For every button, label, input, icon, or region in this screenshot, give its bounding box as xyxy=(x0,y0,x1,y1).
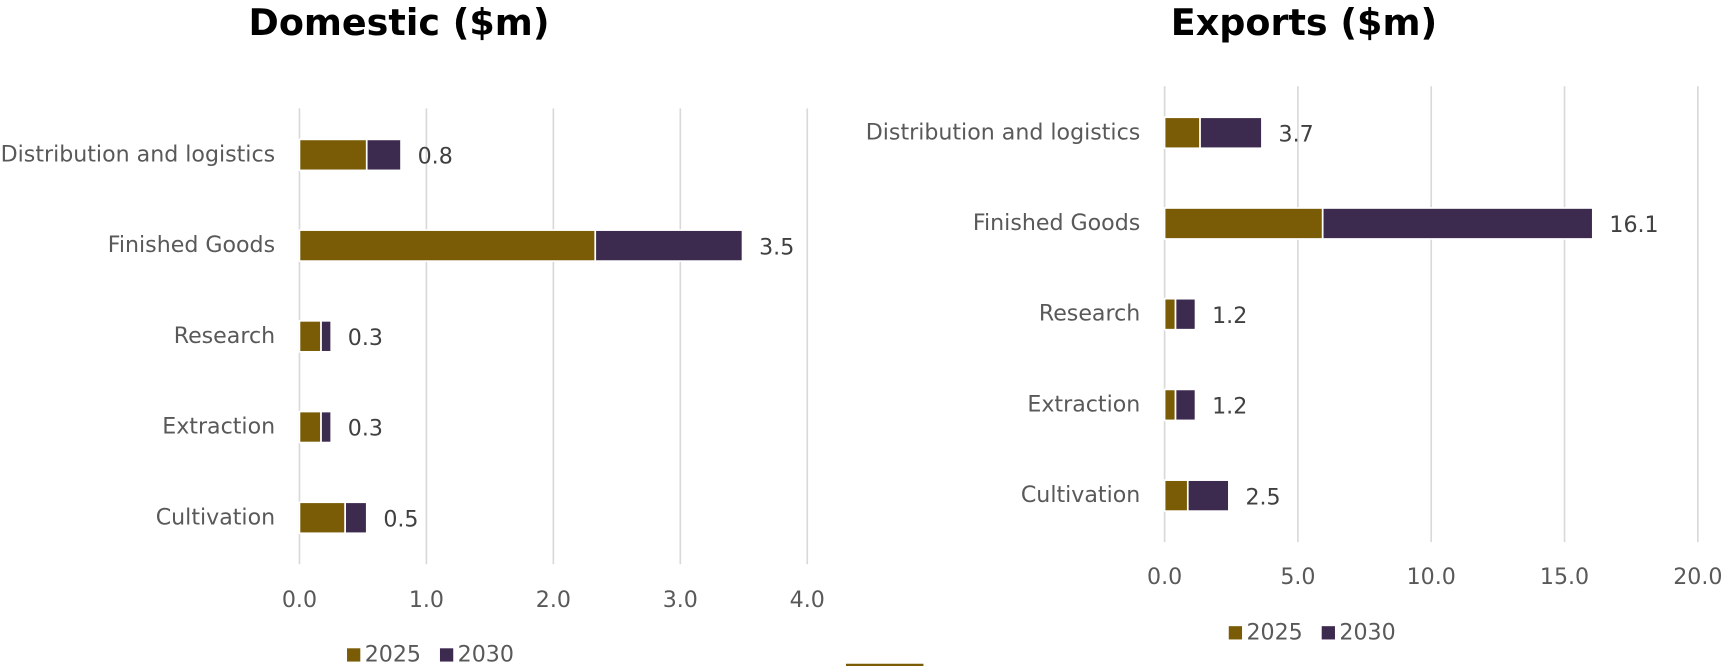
bar-segment xyxy=(594,229,744,262)
legend-label: 2025 xyxy=(1246,619,1302,645)
total-label: 1.2 xyxy=(1212,303,1247,329)
category-label: Extraction xyxy=(1027,391,1140,417)
x-tick-label: 15.0 xyxy=(1540,564,1589,590)
x-tick-label: 10.0 xyxy=(1407,564,1456,590)
bar-segment xyxy=(298,501,346,535)
category-label: Finished Goods xyxy=(973,210,1140,236)
total-label: 0.3 xyxy=(348,416,383,442)
total-label: 0.8 xyxy=(418,144,453,170)
x-tick-label: 5.0 xyxy=(1280,564,1315,590)
chart-title: Domestic ($m) xyxy=(249,1,550,44)
bar-segment xyxy=(320,320,333,353)
legend-label: 2030 xyxy=(458,641,514,666)
bar-segment xyxy=(344,501,368,535)
x-tick-label: 2.0 xyxy=(536,587,571,613)
bar-segment xyxy=(320,410,333,444)
legend-swatch xyxy=(439,648,454,662)
x-tick-label: 1.0 xyxy=(409,587,444,613)
bar-segment xyxy=(1174,388,1197,422)
legend-swatch xyxy=(1228,626,1243,640)
total-label: 3.7 xyxy=(1279,121,1314,147)
total-label: 16.1 xyxy=(1609,212,1658,238)
total-label: 0.5 xyxy=(383,506,418,532)
x-tick-label: 20.0 xyxy=(1673,564,1722,590)
bar-segment xyxy=(1163,116,1201,150)
x-tick-label: 0.0 xyxy=(1147,564,1182,590)
bar-segment xyxy=(1174,297,1197,331)
total-label: 1.2 xyxy=(1212,394,1247,420)
category-label: Research xyxy=(174,323,275,349)
bar-segment xyxy=(298,320,322,353)
bar-segment xyxy=(365,138,402,172)
chart-title: Exports ($m) xyxy=(1171,1,1437,44)
category-label: Distribution and logistics xyxy=(866,119,1141,145)
total-label: 3.5 xyxy=(759,234,794,260)
category-label: Cultivation xyxy=(1021,482,1140,508)
category-label: Research xyxy=(1039,301,1140,327)
x-tick-label: 3.0 xyxy=(663,587,698,613)
bar-segment xyxy=(1163,297,1177,331)
x-tick-label: 0.0 xyxy=(282,587,317,613)
legend-swatch xyxy=(347,648,361,662)
category-label: Extraction xyxy=(162,414,275,440)
legend-label: 2030 xyxy=(1339,619,1395,645)
bar-segment xyxy=(298,138,368,172)
bar-segment xyxy=(298,410,322,444)
total-label: 2.5 xyxy=(1245,484,1280,510)
bar-segment xyxy=(298,229,597,262)
bar-segment xyxy=(1163,479,1189,512)
category-label: Finished Goods xyxy=(108,232,275,258)
bar-segment xyxy=(1321,207,1594,240)
x-tick-label: 4.0 xyxy=(790,587,825,613)
total-label: 0.3 xyxy=(348,325,383,351)
bar-segment xyxy=(1199,116,1263,150)
legend-label: 2025 xyxy=(365,641,421,666)
bar-segment xyxy=(1186,479,1230,512)
category-label: Distribution and logistics xyxy=(1,141,276,167)
legend-swatch xyxy=(1321,626,1335,640)
category-label: Cultivation xyxy=(156,504,275,530)
bar-segment xyxy=(1163,388,1177,422)
bar-segment xyxy=(1163,207,1324,240)
